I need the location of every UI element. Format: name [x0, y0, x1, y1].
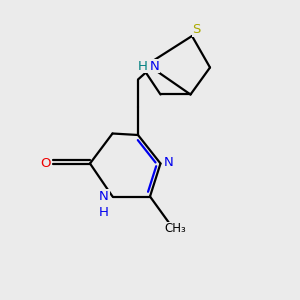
Text: H: H [99, 206, 109, 219]
Text: H: H [138, 60, 148, 73]
Text: N: N [150, 60, 159, 73]
Text: CH₃: CH₃ [164, 222, 186, 236]
Text: S: S [192, 23, 201, 36]
Text: N: N [99, 190, 109, 203]
Text: N: N [164, 155, 174, 169]
Text: O: O [41, 157, 51, 170]
